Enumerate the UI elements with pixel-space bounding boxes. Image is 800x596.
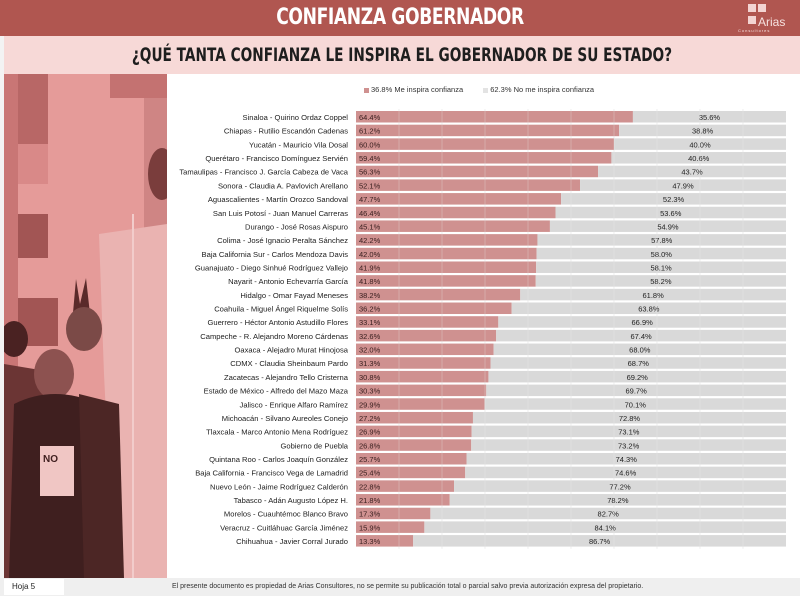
header-bar: CONFIANZA GOBERNADOR Arias Consultores [0, 0, 800, 36]
logo-square-icon [748, 16, 756, 24]
logo-square-icon [748, 4, 756, 12]
page-number: Hoja 5 [4, 579, 64, 595]
decorative-photo: NO [4, 74, 167, 578]
chart-legend: 36.8% Me inspira confianza 62.3% No me i… [364, 85, 612, 94]
legend-swatch-no-confianza [483, 87, 489, 93]
logo-subtext: Consultores [738, 28, 771, 33]
copyright-disclaimer: El presente documento es propiedad de Ar… [172, 583, 644, 590]
legend-item-no-confianza: 62.3% No me inspira confianza [483, 85, 594, 94]
question-title: ¿QUÉ TANTA CONFIANZA LE INSPIRA EL GOBER… [131, 44, 673, 66]
chart-panel [167, 74, 800, 578]
page-title: CONFIANZA GOBERNADOR [276, 5, 524, 30]
arias-logo: Arias Consultores [738, 2, 790, 34]
question-banner: ¿QUÉ TANTA CONFIANZA LE INSPIRA EL GOBER… [4, 36, 800, 74]
photo-illustration: NO [4, 74, 167, 578]
legend-label-confianza: 36.8% Me inspira confianza [371, 85, 464, 94]
logo-text: Arias [758, 15, 786, 29]
legend-swatch-confianza [364, 87, 369, 93]
footer-bar: Hoja 5 El presente documento es propieda… [0, 578, 800, 596]
logo-square-icon [758, 4, 766, 12]
legend-label-no-confianza: 62.3% No me inspira confianza [490, 85, 595, 94]
svg-text:NO: NO [43, 454, 58, 465]
legend-item-confianza: 36.8% Me inspira confianza [364, 85, 463, 94]
